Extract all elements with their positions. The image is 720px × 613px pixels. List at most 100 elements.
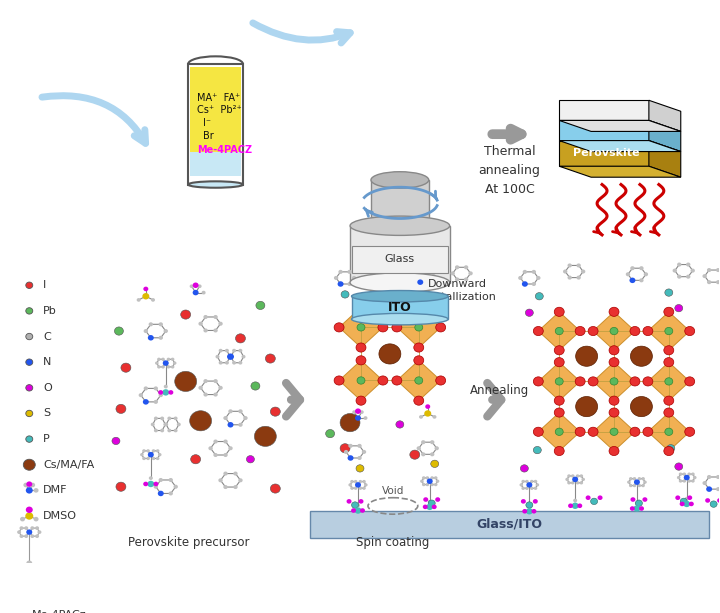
Ellipse shape (568, 503, 573, 508)
Ellipse shape (143, 287, 148, 291)
Ellipse shape (630, 427, 640, 436)
Ellipse shape (161, 365, 165, 368)
Ellipse shape (530, 480, 534, 483)
Ellipse shape (150, 422, 155, 426)
Ellipse shape (148, 322, 153, 326)
Ellipse shape (428, 500, 435, 506)
Ellipse shape (213, 315, 217, 319)
Ellipse shape (685, 427, 695, 436)
Ellipse shape (356, 343, 366, 352)
Ellipse shape (37, 530, 42, 534)
Ellipse shape (419, 415, 423, 419)
Ellipse shape (34, 488, 39, 493)
Ellipse shape (534, 487, 537, 490)
Ellipse shape (344, 450, 348, 454)
Ellipse shape (575, 377, 585, 386)
Ellipse shape (675, 305, 683, 312)
Ellipse shape (143, 329, 148, 333)
Ellipse shape (34, 517, 39, 522)
Ellipse shape (219, 361, 222, 365)
Ellipse shape (520, 483, 523, 487)
Ellipse shape (392, 323, 402, 332)
Ellipse shape (526, 482, 532, 487)
Ellipse shape (575, 427, 585, 436)
Ellipse shape (161, 357, 165, 361)
Ellipse shape (644, 272, 648, 276)
Ellipse shape (204, 329, 208, 332)
Ellipse shape (576, 397, 598, 417)
Ellipse shape (521, 480, 525, 483)
Ellipse shape (191, 455, 201, 464)
Ellipse shape (238, 423, 243, 427)
Ellipse shape (166, 365, 170, 368)
Ellipse shape (199, 322, 203, 326)
Ellipse shape (707, 280, 711, 284)
Ellipse shape (521, 499, 526, 504)
Ellipse shape (143, 399, 149, 405)
Ellipse shape (213, 440, 217, 444)
Ellipse shape (525, 480, 528, 483)
Ellipse shape (168, 390, 174, 395)
Ellipse shape (158, 322, 163, 326)
Ellipse shape (680, 498, 687, 504)
Ellipse shape (685, 497, 689, 500)
Ellipse shape (158, 478, 163, 482)
Ellipse shape (193, 290, 199, 295)
Ellipse shape (525, 487, 528, 490)
Ellipse shape (643, 327, 653, 336)
Ellipse shape (378, 376, 388, 385)
Ellipse shape (238, 349, 243, 352)
Ellipse shape (691, 479, 695, 482)
Ellipse shape (427, 268, 431, 272)
Ellipse shape (705, 498, 710, 503)
Ellipse shape (35, 526, 39, 530)
Polygon shape (539, 362, 580, 401)
Ellipse shape (33, 570, 39, 576)
Ellipse shape (707, 487, 711, 491)
Ellipse shape (428, 500, 432, 503)
Ellipse shape (146, 449, 150, 452)
Polygon shape (339, 307, 383, 348)
Ellipse shape (431, 476, 434, 479)
Ellipse shape (534, 480, 537, 483)
Ellipse shape (422, 483, 426, 486)
Ellipse shape (243, 416, 248, 420)
Ellipse shape (26, 487, 33, 493)
Ellipse shape (639, 278, 644, 283)
Text: I⁻: I⁻ (202, 118, 211, 128)
Ellipse shape (707, 268, 711, 272)
Ellipse shape (423, 504, 428, 509)
Ellipse shape (667, 444, 675, 452)
Polygon shape (593, 312, 635, 350)
Ellipse shape (357, 456, 361, 460)
Ellipse shape (638, 477, 641, 481)
Ellipse shape (362, 487, 366, 490)
Ellipse shape (352, 276, 356, 280)
Ellipse shape (189, 411, 212, 431)
Ellipse shape (204, 392, 208, 397)
Ellipse shape (238, 361, 243, 365)
Ellipse shape (362, 480, 366, 483)
Ellipse shape (521, 487, 525, 490)
Polygon shape (649, 140, 680, 177)
Ellipse shape (121, 363, 131, 372)
Ellipse shape (355, 415, 361, 421)
Ellipse shape (223, 440, 228, 444)
Ellipse shape (420, 479, 423, 483)
Ellipse shape (683, 501, 690, 507)
Ellipse shape (350, 273, 450, 292)
Ellipse shape (19, 526, 24, 530)
Ellipse shape (19, 535, 24, 538)
Ellipse shape (181, 310, 191, 319)
Ellipse shape (137, 298, 140, 302)
Ellipse shape (155, 362, 158, 365)
Ellipse shape (348, 455, 354, 461)
Ellipse shape (630, 506, 635, 511)
Ellipse shape (565, 478, 569, 481)
Ellipse shape (430, 452, 434, 456)
Ellipse shape (664, 346, 674, 355)
Ellipse shape (455, 265, 459, 269)
Ellipse shape (434, 446, 439, 451)
Ellipse shape (241, 355, 246, 359)
Ellipse shape (154, 417, 158, 421)
